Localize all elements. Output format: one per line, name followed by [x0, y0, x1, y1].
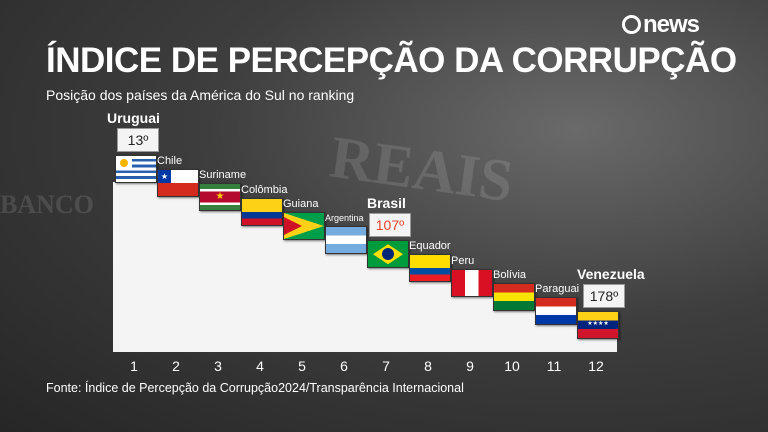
position-number: 4 [256, 358, 264, 374]
position-number: 12 [588, 358, 604, 374]
country-label: Equador [409, 240, 451, 253]
country-label: Chile [157, 155, 183, 168]
step-bar [113, 182, 157, 352]
source-note: Fonte: Índice de Percepção da Corrupção2… [46, 381, 464, 395]
country-label: Argentina [325, 213, 364, 223]
step-bar [197, 210, 241, 352]
position-number: 11 [546, 358, 562, 374]
flag-uruguai [115, 155, 157, 183]
page-title: ÍNDICE DE PERCEPÇÃO DA CORRUPÇÃO [46, 41, 737, 80]
gnews-logo: news [622, 12, 700, 38]
banknote-background-banco: BANCO [0, 190, 94, 219]
flag-brasil [367, 240, 409, 269]
position-number: 9 [466, 358, 474, 374]
flag-argentina [325, 226, 367, 254]
flag-guiana [283, 211, 325, 240]
position-number: 6 [340, 358, 348, 374]
step-bar [365, 267, 409, 352]
country-label: Brasil [367, 195, 406, 212]
page-subtitle: Posição dos países da América do Sul no … [46, 87, 355, 103]
step-bar [239, 224, 283, 352]
globo-icon [622, 15, 641, 34]
step-bar [491, 309, 535, 352]
step-bar [575, 338, 617, 352]
rank-badge: 107º [369, 213, 411, 238]
step-bar [533, 324, 577, 352]
position-number: 2 [172, 358, 180, 374]
position-number: 3 [214, 358, 222, 374]
position-number: 1 [130, 358, 138, 374]
position-number: 8 [424, 358, 432, 374]
flag-paraguai [535, 297, 577, 325]
rank-badge: 178º [583, 284, 625, 309]
flag-colômbia [241, 197, 283, 226]
step-bar [407, 281, 451, 352]
country-label: Peru [451, 254, 475, 267]
rank-badge: 13º [117, 128, 159, 152]
position-number: 5 [298, 358, 306, 374]
country-label: Paraguai [535, 283, 580, 295]
flag-suriname: ★ [199, 183, 241, 212]
position-number: 7 [382, 358, 390, 374]
flag-peru [451, 268, 493, 297]
country-label: Venezuela [577, 266, 645, 283]
step-bar [449, 295, 493, 352]
country-label: Guiana [283, 197, 319, 210]
country-label: Suriname [199, 169, 247, 182]
step-bar [323, 253, 367, 352]
step-bar [281, 238, 325, 352]
step-bar [155, 196, 199, 352]
country-label: Bolívia [493, 268, 527, 281]
flag-bolívia [493, 282, 535, 311]
flag-equador [409, 254, 451, 283]
country-label: Colômbia [241, 183, 288, 196]
flag-venezuela: ★★★★ [577, 311, 619, 340]
country-label: Uruguai [107, 110, 160, 126]
position-number: 10 [504, 358, 520, 374]
flag-chile: ★ [157, 169, 199, 198]
